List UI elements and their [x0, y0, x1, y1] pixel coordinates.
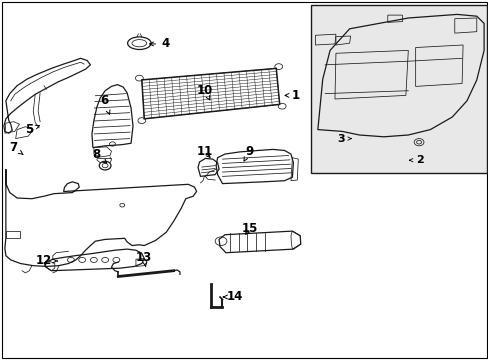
Text: 13: 13	[136, 251, 152, 267]
Text: 7: 7	[10, 141, 23, 154]
Text: 1: 1	[285, 89, 299, 102]
Bar	[310, 5, 486, 173]
Text: 15: 15	[241, 222, 257, 235]
Text: 14: 14	[223, 291, 243, 303]
Text: 5: 5	[25, 123, 40, 136]
Text: 9: 9	[244, 145, 253, 161]
Text: 2: 2	[409, 155, 423, 165]
Text: 11: 11	[196, 145, 212, 158]
Text: 12: 12	[36, 255, 58, 267]
Text: 8: 8	[93, 148, 106, 163]
Text: 4: 4	[149, 37, 169, 50]
Text: 10: 10	[196, 84, 212, 100]
Text: 6: 6	[100, 94, 110, 114]
Text: 3: 3	[337, 134, 350, 144]
